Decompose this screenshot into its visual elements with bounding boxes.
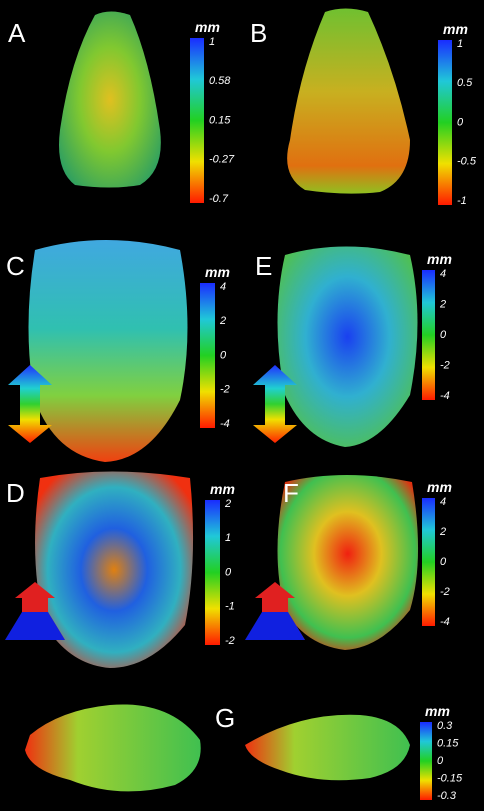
colorbar xyxy=(438,40,452,205)
panel-label: G xyxy=(215,703,235,733)
colorbar-tick: 2 xyxy=(439,526,446,538)
panel-label: F xyxy=(283,478,299,508)
face-map-e xyxy=(278,247,418,448)
nose-map-b xyxy=(287,9,410,194)
colorbar xyxy=(205,500,220,645)
colorbar xyxy=(200,283,215,428)
colorbar-tick: 1 xyxy=(225,532,231,544)
nose-map-a xyxy=(59,12,161,188)
colorbar-tick: 0.58 xyxy=(209,75,231,87)
colorbar-tick: -0.5 xyxy=(457,156,477,168)
colorbar-tick: 4 xyxy=(440,268,446,280)
colorbar-tick: -2 xyxy=(225,635,235,647)
panel-label: E xyxy=(255,251,272,281)
colorbar-tick: -2 xyxy=(440,359,450,371)
colorbar-tick: 0 xyxy=(437,755,444,767)
face-map-c xyxy=(29,240,188,462)
colorbar-tick: 0.15 xyxy=(437,737,459,749)
panel-label: C xyxy=(6,251,25,281)
colorbar-tick: 2 xyxy=(439,298,446,310)
unit-label: mm xyxy=(443,21,468,37)
unit-label: mm xyxy=(425,703,450,719)
unit-label: mm xyxy=(205,264,230,280)
skull-top xyxy=(25,704,201,791)
panel-label: B xyxy=(250,18,267,48)
colorbar-tick: -1 xyxy=(457,195,467,207)
unit-label: mm xyxy=(210,481,235,497)
colorbar xyxy=(190,38,204,203)
colorbar-tick: 4 xyxy=(220,281,226,293)
colorbar-tick: 0 xyxy=(440,556,447,568)
colorbar-tick: 1 xyxy=(457,38,463,50)
colorbar xyxy=(422,498,435,626)
colorbar-tick: -1 xyxy=(225,601,235,613)
colorbar-tick: 0 xyxy=(457,116,464,128)
colorbar-tick: 1 xyxy=(209,36,215,48)
colorbar-tick: -4 xyxy=(440,616,450,628)
colorbar-tick: 0.3 xyxy=(437,720,453,732)
skull-side xyxy=(245,715,410,780)
unit-label: mm xyxy=(427,479,452,495)
colorbar-tick: 2 xyxy=(219,315,226,327)
figure: Amm10.580.15-0.27-0.7Bmm10.50-0.5-1Cmm42… xyxy=(0,0,484,811)
colorbar-tick: -0.3 xyxy=(437,790,457,802)
unit-label: mm xyxy=(427,251,452,267)
panel-label: A xyxy=(8,18,26,48)
colorbar-tick: 4 xyxy=(440,496,446,508)
colorbar-tick: -0.7 xyxy=(209,193,229,205)
colorbar-tick: 0.15 xyxy=(209,114,231,126)
colorbar-tick: -0.27 xyxy=(209,154,235,166)
panel-label: D xyxy=(6,478,25,508)
colorbar-tick: -4 xyxy=(220,418,230,430)
colorbar-tick: -4 xyxy=(440,390,450,402)
colorbar-tick: 0 xyxy=(220,349,227,361)
colorbar-tick: -0.15 xyxy=(437,772,463,784)
colorbar-tick: 0.5 xyxy=(457,77,473,89)
colorbar xyxy=(420,722,432,800)
colorbar-tick: 0 xyxy=(225,566,232,578)
colorbar-tick: -2 xyxy=(440,586,450,598)
colorbar xyxy=(422,270,435,400)
colorbar-tick: -2 xyxy=(220,384,230,396)
colorbar-tick: 0 xyxy=(440,329,447,341)
colorbar-tick: 2 xyxy=(224,498,231,510)
unit-label: mm xyxy=(195,19,220,35)
